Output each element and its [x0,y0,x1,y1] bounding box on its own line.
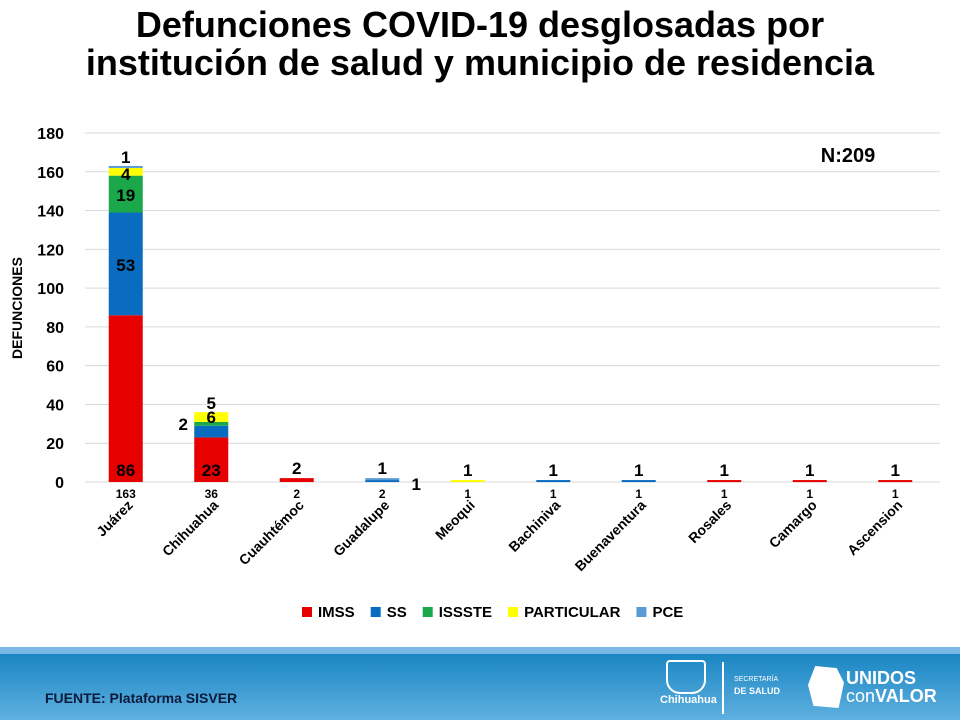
logo-con: con [846,686,876,706]
total-label: 2 [293,487,300,501]
bar-segment-imss [279,478,314,482]
y-tick-label: 100 [37,281,64,298]
x-tick-label: Camargo [766,497,820,551]
logo-chihuahua: Chihuahua [660,694,717,706]
bar-segment-imss [194,437,229,482]
x-tick-label: Meoqui [432,497,478,543]
data-label: 23 [202,461,221,480]
data-label: 53 [116,256,135,275]
y-tick-label: 120 [37,242,64,259]
data-label: 1 [805,461,814,480]
legend-swatch-imss [302,607,312,617]
legend-swatch-pce [636,607,647,617]
logo-de-salud: DE SALUD [734,686,781,696]
total-label: 1 [892,487,899,501]
total-label: 1 [550,487,557,501]
bar-segment-imss [707,480,742,483]
y-tick-label: 160 [37,165,64,182]
legend-label: SS [387,604,407,621]
bar-segment-imss [878,480,913,483]
data-label: 1 [549,461,558,480]
bar-segment-imss [792,480,827,483]
stacked-bar-chart: 0 20 40 60 80 100 120 140 160 180 DEFUNCIONES N:209… [9,126,940,621]
x-tick-label: Rosales [685,497,734,546]
data-label: 19 [116,186,135,205]
data-label: 6 [207,408,216,427]
y-tick-label: 20 [46,436,64,453]
title-line-2: institución de salud y municipio de resi… [85,42,875,83]
data-label: 2 [292,459,301,478]
y-tick-label: 140 [37,204,64,221]
x-tick-label: Chihuahua [159,497,222,560]
chihuahua-shield-icon [666,660,706,694]
total-label: 36 [205,487,219,501]
total-label: 1 [635,487,642,501]
x-tick-label: Cuauhtémoc [236,497,307,568]
y-tick-label: 60 [46,359,64,376]
bar-segment-ss [108,212,143,316]
legend-label: PARTICULAR [524,604,621,621]
logo-divider [722,662,724,714]
unidos-logo-icon [808,666,844,708]
x-tick-label: Ascension [844,497,905,558]
data-label: 4 [121,165,131,184]
title-line-1: Defunciones COVID-19 desglosadas por [135,4,825,45]
legend-swatch-issste [422,607,433,617]
data-label: 86 [116,461,135,480]
logo-valor: VALOR [875,686,937,706]
total-label: 163 [116,487,136,501]
bar-segment-ss [536,480,571,483]
legend-label: PCE [652,604,683,621]
n-annotation: N:209 [821,145,875,167]
data-label: 1 [121,148,130,167]
bar-segment-ss [365,480,400,483]
data-label: 5 [207,394,216,413]
bar-segment-ss [621,480,656,483]
footer: FUENTE: Plataforma SISVER Chihuahua SECR… [0,647,960,720]
data-label: 1 [412,475,421,494]
bar-segment-issste [108,175,143,213]
y-tick-label: 180 [37,126,64,143]
bar-segment-pce [365,478,400,481]
bar-segment-particular [194,412,229,422]
data-label: 1 [378,459,387,478]
data-label: 1 [720,461,729,480]
total-label: 1 [806,487,813,501]
y-tick-label: 80 [46,320,64,337]
y-axis-label: DEFUNCIONES [9,257,25,359]
data-label: 2 [179,415,188,434]
bar-segment-particular [450,480,485,483]
legend-swatch-ss [370,607,381,617]
x-tick-label: Bachiniva [505,497,563,555]
y-tick-label: 0 [55,475,64,492]
legend-label: IMSS [318,604,355,621]
x-tick-label: Guadalupe [330,497,393,560]
logo-secretaria: SECRETARÍA [734,676,779,683]
bar-segment-imss [108,315,143,482]
data-label: 1 [634,461,643,480]
chart-title: Defunciones COVID-19 desglosadas por ins… [0,6,960,82]
bar-segment-issste [194,421,229,426]
data-label: 1 [891,461,900,480]
bar-segment-particular [108,167,143,176]
x-tick-label: Juárez [93,497,136,540]
logo-unidos: UNIDOS [846,668,917,688]
total-label: 1 [721,487,728,501]
legend-label: ISSSTE [439,604,492,621]
y-tick-label: 40 [46,397,64,414]
data-label: 1 [463,461,472,480]
legend-swatch-particular [508,607,519,617]
source-text: FUENTE: Plataforma SISVER [45,690,238,706]
bar-segment-ss [194,425,229,438]
x-tick-label: Buenaventura [572,497,649,574]
total-label: 1 [464,487,471,501]
total-label: 2 [379,487,386,501]
bar-segment-pce [108,165,143,168]
